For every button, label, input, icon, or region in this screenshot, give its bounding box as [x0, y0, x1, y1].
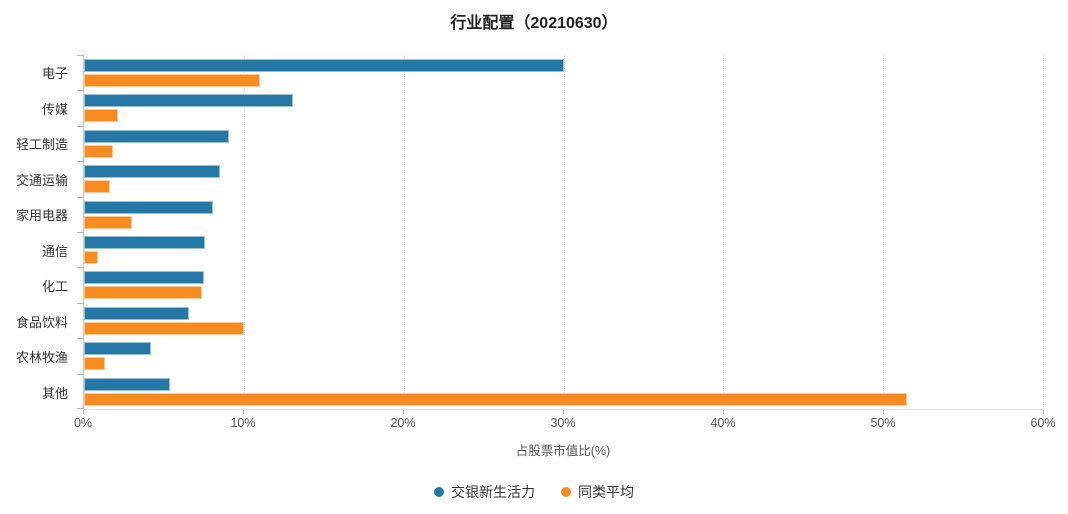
bar-交银新生活力-电子	[84, 59, 564, 72]
chart-title: 行业配置（20210630）	[450, 15, 618, 32]
bar-row-7	[77, 267, 1043, 302]
bar-rows	[77, 55, 1043, 409]
bar-同类平均-化工	[84, 286, 203, 300]
bar-交银新生活力-化工	[84, 271, 204, 285]
bar-row-8	[77, 302, 1043, 338]
x-axis-ticks: 0% 10% 20% 30% 40% 50% 60%	[74, 410, 1056, 440]
plot-area	[77, 55, 1044, 410]
y-axis-tick	[77, 338, 84, 340]
category-label-2: 传媒	[41, 101, 68, 117]
category-label-3: 轻工制造	[15, 137, 68, 153]
x-tick-label-40%: 40%	[710, 416, 736, 430]
y-axis-tick	[77, 267, 84, 269]
legend: 交银新生活力 同类平均	[0, 482, 1068, 502]
x-tick-mark-50%	[883, 410, 884, 414]
y-axis-tick	[77, 161, 84, 163]
bar-交银新生活力-交通运输	[84, 165, 220, 179]
bar-交银新生活力-轻工制造	[84, 129, 230, 143]
bar-同类平均-家用电器	[84, 215, 132, 229]
bar-row-9	[77, 338, 1043, 373]
bar-交银新生活力-其他	[84, 377, 171, 391]
gridline-10	[243, 55, 245, 409]
bar-row-1	[77, 55, 1043, 90]
legend-label: 交银新生活力	[451, 484, 535, 500]
bar-同类平均-传媒	[84, 109, 118, 123]
gridline-30	[563, 55, 565, 409]
y-axis-labels: 电子传媒轻工制造交通运输家用电器通信化工食品饮料农林牧渔其他	[0, 55, 76, 410]
x-tick-mark-40%	[722, 410, 724, 414]
legend-item-同类平均[interactable]: 同类平均	[561, 482, 634, 502]
bar-row-4	[77, 161, 1043, 196]
x-tick-label-30%: 30%	[550, 416, 576, 430]
y-axis-tick	[77, 196, 84, 198]
bar-交银新生活力-农林牧渔	[84, 342, 152, 356]
y-axis-tick	[77, 90, 84, 92]
x-tick-label-10%: 10%	[230, 416, 256, 430]
bar-同类平均-食品饮料	[84, 321, 244, 335]
gridline-20	[403, 55, 405, 409]
bar-row-6	[77, 232, 1043, 267]
bar-交银新生活力-通信	[84, 236, 206, 250]
x-axis-title: 占股票市值比(%)	[515, 444, 611, 458]
category-label-8: 食品饮料	[15, 314, 68, 330]
bar-交银新生活力-家用电器	[84, 200, 214, 214]
x-tick-label-0%: 0%	[73, 416, 93, 430]
y-axis-tick	[77, 232, 84, 234]
y-axis-tick	[77, 55, 84, 56]
category-label-6: 通信	[41, 243, 68, 259]
x-tick-mark-20%	[402, 410, 404, 414]
bar-交银新生活力-食品饮料	[84, 306, 190, 320]
category-label-5: 家用电器	[15, 208, 68, 224]
category-label-10: 其他	[41, 385, 68, 401]
bar-row-3	[77, 125, 1043, 161]
category-label-1: 电子	[41, 66, 68, 82]
bar-row-10	[77, 373, 1043, 409]
y-axis-tick	[77, 408, 84, 409]
category-label-4: 交通运输	[15, 172, 68, 188]
bar-同类平均-交通运输	[84, 180, 110, 194]
bar-交银新生活力-传媒	[84, 94, 294, 108]
category-label-7: 化工	[41, 279, 68, 295]
bar-row-2	[77, 90, 1043, 125]
y-axis-tick	[77, 125, 84, 127]
bar-同类平均-电子	[84, 74, 260, 87]
x-tick-mark-60%	[1043, 410, 1044, 414]
bar-同类平均-轻工制造	[84, 144, 113, 158]
gridline-50	[883, 55, 885, 409]
x-tick-label-20%: 20%	[390, 416, 416, 430]
bar-同类平均-农林牧渔	[84, 357, 105, 371]
gridline-60	[1043, 55, 1044, 409]
x-tick-mark-0%	[83, 410, 84, 414]
x-tick-mark-30%	[563, 410, 564, 414]
x-tick-mark-10%	[242, 410, 244, 414]
bar-同类平均-其他	[84, 392, 908, 406]
legend-dot-icon	[561, 487, 571, 497]
x-tick-label-50%: 50%	[870, 416, 896, 430]
gridline-40	[723, 55, 725, 409]
bar-row-5	[77, 196, 1043, 232]
bar-同类平均-通信	[84, 251, 99, 265]
legend-item-交银新生活力[interactable]: 交银新生活力	[434, 482, 535, 502]
legend-label: 同类平均	[578, 484, 634, 500]
x-tick-label-60%: 60%	[1030, 416, 1056, 430]
legend-dot-icon	[434, 487, 444, 497]
category-label-9: 农林牧渔	[15, 350, 68, 366]
y-axis-tick	[77, 302, 84, 304]
y-axis-tick	[77, 373, 84, 375]
